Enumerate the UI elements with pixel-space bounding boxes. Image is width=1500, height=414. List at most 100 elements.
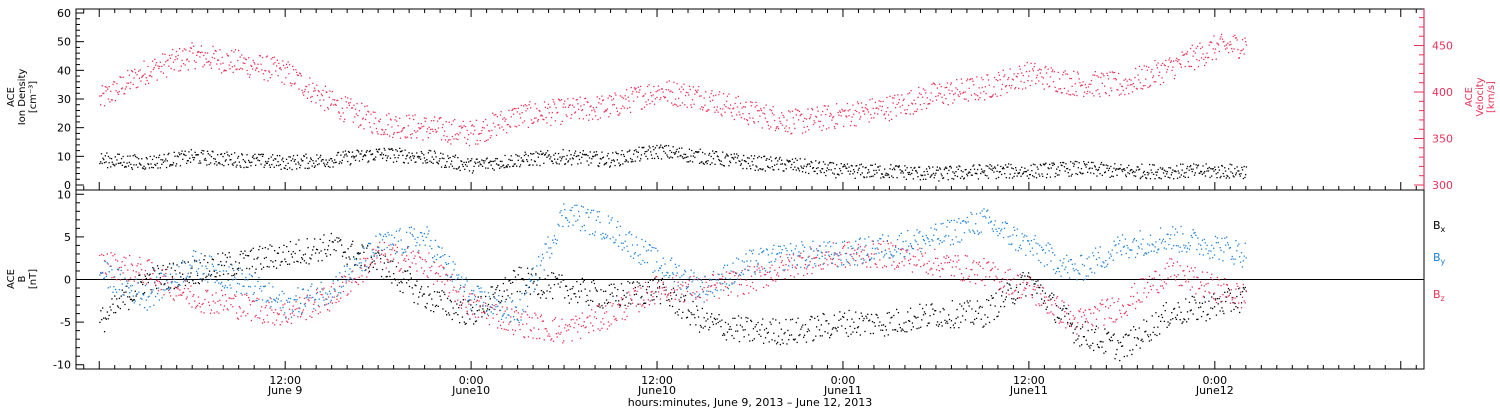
bx-point bbox=[1145, 331, 1146, 332]
velocity-point bbox=[359, 110, 360, 111]
velocity-point bbox=[656, 91, 657, 92]
bz-point bbox=[398, 262, 399, 263]
bz-point bbox=[213, 301, 214, 302]
velocity-point bbox=[118, 94, 119, 95]
bx-point bbox=[1064, 316, 1065, 317]
density-point bbox=[508, 159, 509, 160]
bz-point bbox=[429, 267, 430, 268]
density-point bbox=[790, 167, 791, 168]
density-point bbox=[580, 152, 581, 153]
density-point bbox=[1107, 165, 1108, 166]
bx-point bbox=[944, 320, 945, 321]
bx-point bbox=[942, 308, 943, 309]
bz-point bbox=[472, 314, 473, 315]
bx-point bbox=[1242, 291, 1243, 292]
velocity-point bbox=[260, 55, 261, 56]
bx-point bbox=[640, 297, 641, 298]
bz-point bbox=[179, 289, 180, 290]
density-point bbox=[806, 166, 807, 167]
density-point bbox=[962, 171, 963, 172]
bz-point bbox=[370, 265, 371, 266]
velocity-point bbox=[617, 111, 618, 112]
density-point bbox=[711, 156, 712, 157]
velocity-point bbox=[375, 118, 376, 119]
density-point bbox=[593, 156, 594, 157]
bx-point bbox=[958, 327, 959, 328]
density-point bbox=[344, 154, 345, 155]
density-point bbox=[590, 151, 591, 152]
density-point bbox=[242, 154, 243, 155]
bx-point bbox=[717, 318, 718, 319]
density-point bbox=[941, 175, 942, 176]
density-point bbox=[1213, 171, 1214, 172]
density-point bbox=[1098, 169, 1099, 170]
density-point bbox=[412, 155, 413, 156]
velocity-point bbox=[202, 52, 203, 53]
density-point bbox=[847, 163, 848, 164]
bx-point bbox=[1224, 292, 1225, 293]
velocity-point bbox=[1173, 61, 1174, 62]
bz-point bbox=[468, 304, 469, 305]
bx-point bbox=[129, 296, 130, 297]
bx-point bbox=[425, 306, 426, 307]
density-point bbox=[560, 160, 561, 161]
bz-point bbox=[348, 281, 349, 282]
density-point bbox=[874, 174, 875, 175]
velocity-point bbox=[232, 66, 233, 67]
velocity-point bbox=[722, 108, 723, 109]
bx-point bbox=[736, 324, 737, 325]
density-point bbox=[500, 161, 501, 162]
bz-point bbox=[319, 306, 320, 307]
velocity-point bbox=[1125, 79, 1126, 80]
velocity-point bbox=[850, 125, 851, 126]
bz-point bbox=[188, 288, 189, 289]
bx-point bbox=[851, 319, 852, 320]
velocity-point bbox=[332, 91, 333, 92]
velocity-point bbox=[718, 112, 719, 113]
velocity-point bbox=[552, 99, 553, 100]
velocity-point bbox=[117, 92, 118, 93]
velocity-point bbox=[122, 87, 123, 88]
density-point bbox=[1085, 164, 1086, 165]
bx-point bbox=[626, 292, 627, 293]
bz-point bbox=[438, 273, 439, 274]
bz-point bbox=[308, 300, 309, 301]
velocity-point bbox=[777, 126, 778, 127]
density-point bbox=[710, 164, 711, 165]
velocity-point bbox=[780, 123, 781, 124]
density-point bbox=[1181, 174, 1182, 175]
bx-point bbox=[618, 300, 619, 301]
density-point bbox=[960, 178, 961, 179]
velocity-point bbox=[489, 130, 490, 131]
velocity-point bbox=[518, 108, 519, 109]
velocity-point bbox=[937, 87, 938, 88]
velocity-point bbox=[693, 104, 694, 105]
density-point bbox=[1144, 171, 1145, 172]
bx-point bbox=[292, 256, 293, 257]
velocity-point bbox=[298, 88, 299, 89]
velocity-point bbox=[530, 107, 531, 108]
density-point bbox=[1049, 164, 1050, 165]
density-point bbox=[930, 177, 931, 178]
bz-point bbox=[265, 307, 266, 308]
bz-point bbox=[346, 282, 347, 283]
velocity-point bbox=[422, 126, 423, 127]
velocity-point bbox=[481, 130, 482, 131]
velocity-point bbox=[721, 115, 722, 116]
bx-point bbox=[102, 307, 103, 308]
density-point bbox=[858, 169, 859, 170]
bx-point bbox=[396, 266, 397, 267]
density-point bbox=[781, 160, 782, 161]
velocity-point bbox=[613, 98, 614, 99]
velocity-point bbox=[889, 120, 890, 121]
bx-point bbox=[994, 319, 995, 320]
density-point bbox=[407, 155, 408, 156]
velocity-point bbox=[174, 59, 175, 60]
bx-point bbox=[761, 324, 762, 325]
bz-point bbox=[224, 305, 225, 306]
velocity-point bbox=[729, 108, 730, 109]
bz-point bbox=[440, 276, 441, 277]
density-point bbox=[346, 154, 347, 155]
bx-point bbox=[982, 307, 983, 308]
density-point bbox=[264, 165, 265, 166]
